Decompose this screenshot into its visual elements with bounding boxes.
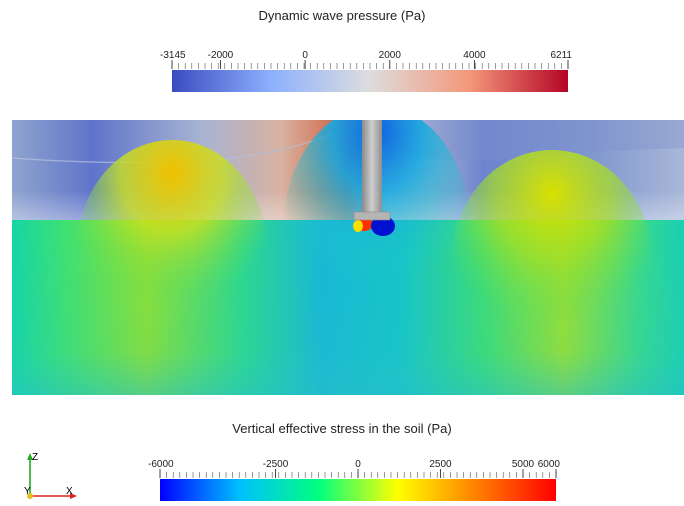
- simulation-render: [12, 120, 684, 395]
- colorbar-tick-label: -6000: [148, 459, 174, 470]
- z-axis-arrow-icon: [27, 453, 33, 460]
- simulation-view: [12, 120, 684, 395]
- colorbar-tick-label: -3145: [160, 50, 186, 61]
- colorbar-gradient: [172, 70, 568, 92]
- soil-stress-title: Vertical effective stress in the soil (P…: [232, 421, 452, 436]
- monopile: [353, 120, 391, 221]
- colorbar-tick-label: -2000: [208, 50, 234, 61]
- x-axis-arrow-icon: [70, 493, 77, 499]
- colorbar-tick-label: 5000: [512, 459, 535, 470]
- colorbar-gradient: [160, 479, 556, 501]
- wave-pressure-title: Dynamic wave pressure (Pa): [258, 8, 426, 23]
- colorbar-tick-label: 6000: [538, 459, 561, 470]
- colorbar-tick-label: 0: [355, 459, 361, 470]
- colorbar-tick-label: 6211: [550, 50, 572, 61]
- orientation-axes: Z Y X: [22, 446, 82, 501]
- colorbar-tick-label: 2500: [429, 459, 452, 470]
- wave-pressure-colorbar-svg: -3145 -2000 0 2000 4000 6211: [160, 50, 572, 92]
- z-axis-label: Z: [32, 452, 38, 463]
- soil-stress-colorbar: -6000 -2500 0 2500 5000 6000: [148, 455, 560, 501]
- soil-stress-colorbar-svg: -6000 -2500 0 2500 5000 6000: [148, 459, 560, 501]
- orientation-axes-svg: Z Y X: [24, 452, 77, 499]
- y-axis-label: Y: [24, 486, 31, 497]
- colorbar-tick-label: 0: [302, 50, 308, 61]
- colorbar-tick-label: 4000: [463, 50, 486, 61]
- soil-domain: [12, 120, 684, 395]
- wave-pressure-colorbar: -3145 -2000 0 2000 4000 6211: [160, 44, 572, 96]
- y-axis-dot-icon: [27, 493, 33, 499]
- x-axis-label: X: [66, 486, 73, 497]
- colorbar-tick-label: -2500: [263, 459, 289, 470]
- colorbar-tick-label: 2000: [379, 50, 402, 61]
